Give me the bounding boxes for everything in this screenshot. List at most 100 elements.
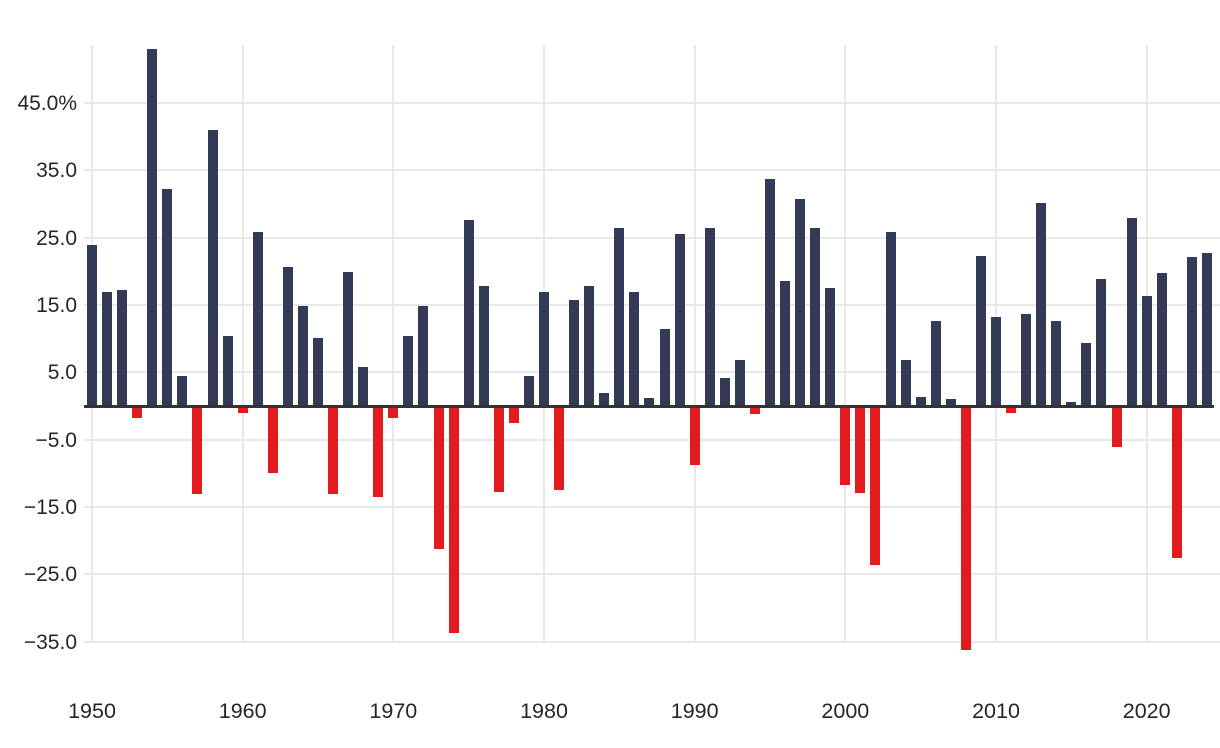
bar-2024 <box>1201 253 1212 406</box>
y-tick-label-25: 25.0 <box>36 226 77 250</box>
bar-1992 <box>719 377 730 406</box>
bar-1953 <box>132 406 143 419</box>
bar-1952 <box>117 289 128 406</box>
h-gridline-5 <box>84 371 1220 374</box>
bar-1951 <box>102 292 113 406</box>
bar-2000 <box>840 406 851 486</box>
bar-1961 <box>252 232 263 406</box>
y-tick-label--25: −25.0 <box>23 563 77 587</box>
bar-1971 <box>403 336 414 406</box>
bar-1956 <box>177 375 188 406</box>
bar-1978 <box>508 406 519 423</box>
y-tick-label-15: 15.0 <box>36 294 77 318</box>
x-tick-label-2020: 2020 <box>1122 699 1171 723</box>
x-tick-label-1960: 1960 <box>218 699 267 723</box>
bar-2023 <box>1186 256 1197 406</box>
bar-2013 <box>1036 203 1047 406</box>
bar-1970 <box>388 406 399 419</box>
x-tick-label-1950: 1950 <box>68 699 116 723</box>
bar-2005 <box>915 397 926 406</box>
x-tick-label-2000: 2000 <box>821 699 870 723</box>
bar-1996 <box>780 281 791 406</box>
h-gridline--5 <box>84 438 1220 441</box>
bar-1994 <box>749 406 760 415</box>
zero-axis-line <box>84 404 1214 408</box>
bar-2012 <box>1021 313 1032 406</box>
bar-1954 <box>147 49 158 406</box>
bar-2018 <box>1111 406 1122 448</box>
bar-1999 <box>825 288 836 406</box>
bar-1959 <box>222 336 233 406</box>
bar-2015 <box>1066 401 1077 406</box>
bar-1988 <box>659 329 670 406</box>
bar-2009 <box>975 255 986 406</box>
bar-1975 <box>463 219 474 406</box>
h-gridline--15 <box>84 505 1220 508</box>
bar-2002 <box>870 406 881 565</box>
bar-1973 <box>433 406 444 549</box>
bar-1976 <box>478 286 489 406</box>
bar-1972 <box>418 306 429 406</box>
v-gridline-1990 <box>693 45 696 642</box>
y-tick-label-45: 45.0% <box>17 92 77 116</box>
bar-1966 <box>328 406 339 495</box>
bar-1982 <box>569 299 580 406</box>
y-tick-label--35: −35.0 <box>23 630 77 654</box>
bar-1958 <box>207 130 218 406</box>
bar-1987 <box>644 397 655 406</box>
h-gridline-15 <box>84 304 1220 307</box>
bar-1984 <box>599 392 610 406</box>
bar-1997 <box>795 198 806 406</box>
bar-1991 <box>704 227 715 406</box>
h-gridline--35 <box>84 640 1220 643</box>
bar-1986 <box>629 291 640 406</box>
h-gridline-25 <box>84 236 1220 239</box>
bar-2010 <box>991 317 1002 406</box>
bar-1995 <box>765 178 775 406</box>
bar-1955 <box>162 188 173 406</box>
bar-1977 <box>493 406 504 493</box>
bar-2020 <box>1141 295 1152 406</box>
bar-1993 <box>734 360 745 406</box>
bar-2008 <box>960 406 971 651</box>
bar-1965 <box>313 338 323 406</box>
bar-1990 <box>689 406 700 466</box>
bar-1985 <box>614 228 625 406</box>
bar-1983 <box>584 286 595 406</box>
h-gridline-45 <box>84 102 1220 105</box>
bar-1963 <box>282 266 293 406</box>
bar-2006 <box>930 321 941 406</box>
bar-1998 <box>810 228 821 406</box>
x-tick-label-1970: 1970 <box>369 699 418 723</box>
v-gridline-1970 <box>392 45 395 642</box>
h-gridline--25 <box>84 573 1220 576</box>
x-tick-label-1980: 1980 <box>520 699 568 723</box>
bar-1980 <box>539 291 549 406</box>
bar-2022 <box>1171 406 1182 559</box>
bar-2014 <box>1051 320 1062 406</box>
bar-2011 <box>1006 406 1017 413</box>
x-tick-label-1990: 1990 <box>670 699 719 723</box>
bar-1969 <box>373 406 384 497</box>
bar-2016 <box>1081 343 1092 406</box>
bar-1957 <box>192 406 203 495</box>
bar-1974 <box>448 406 459 634</box>
bar-1967 <box>343 272 354 406</box>
bar-1981 <box>554 406 565 491</box>
bar-2004 <box>900 360 911 406</box>
y-tick-label-35: 35.0 <box>36 159 77 183</box>
bar-1962 <box>267 406 278 474</box>
v-gridline-2000 <box>844 45 847 642</box>
bar-1979 <box>523 375 534 406</box>
x-tick-label-2010: 2010 <box>972 699 1020 723</box>
bar-1968 <box>358 366 369 406</box>
bar-2001 <box>855 406 866 494</box>
bar-1960 <box>237 406 248 413</box>
bar-2021 <box>1156 273 1167 406</box>
y-tick-label--5: −5.0 <box>35 428 77 452</box>
y-tick-label--15: −15.0 <box>23 495 77 519</box>
bar-2007 <box>945 398 956 406</box>
bar-2019 <box>1126 217 1137 406</box>
bar-2017 <box>1096 278 1107 406</box>
